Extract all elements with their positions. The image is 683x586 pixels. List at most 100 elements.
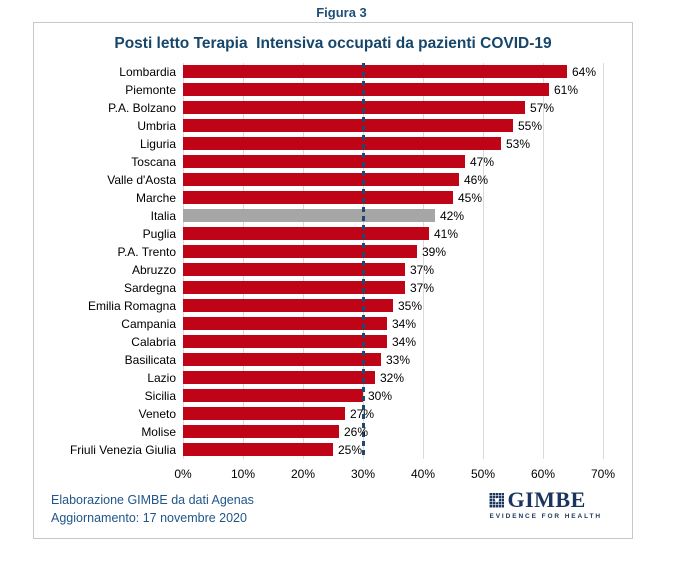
bar-row: Basilicata 33% (125, 351, 603, 369)
value-label: 55% (518, 119, 543, 133)
bar-row: Sardegna 37% (124, 279, 603, 297)
x-tick-label: 30% (350, 467, 376, 481)
bar-row: Sicilia 30% (145, 387, 603, 405)
bar-row: Piemonte 61% (125, 81, 603, 99)
category-label: Sicilia (144, 389, 176, 403)
bar-row: Molise 26% (141, 423, 603, 441)
bar (183, 263, 405, 276)
bar-row: P.A. Trento 39% (118, 243, 603, 261)
category-label: Abruzzo (131, 263, 176, 277)
x-tick-label: 20% (290, 467, 316, 481)
x-tick-label: 40% (410, 467, 436, 481)
x-tick-label: 60% (530, 467, 556, 481)
category-label: Valle d'Aosta (107, 173, 176, 187)
bar (183, 137, 501, 150)
bar-row: Toscana 47% (131, 153, 603, 171)
bar (183, 353, 381, 366)
source-line: Elaborazione GIMBE da dati Agenas (51, 493, 254, 507)
category-label: Calabria (131, 335, 176, 349)
bar-row: Italia 42% (151, 207, 603, 225)
value-label: 32% (380, 371, 405, 385)
bar (183, 101, 525, 114)
x-tick-label: 70% (590, 467, 616, 481)
value-label: 35% (398, 299, 423, 313)
category-label: Sardegna (123, 281, 176, 295)
gridline (183, 63, 184, 459)
bar (183, 443, 333, 456)
bar-row: Marche 45% (136, 189, 603, 207)
value-label: 33% (386, 353, 411, 367)
figure-label: Figura 3 (316, 5, 367, 20)
gridline (483, 63, 484, 459)
category-label: Molise (141, 425, 176, 439)
value-label: 61% (554, 83, 579, 97)
bar (183, 281, 405, 294)
bar (183, 371, 375, 384)
gridline (543, 63, 544, 459)
bar-row: Valle d'Aosta 46% (107, 171, 603, 189)
bar (183, 407, 345, 420)
bar-row: Calabria 34% (131, 333, 603, 351)
bar-row: Emilia Romagna 35% (88, 297, 603, 315)
bar (183, 155, 465, 168)
bar (183, 425, 339, 438)
bar-row: Lazio 32% (147, 369, 603, 387)
bar (183, 227, 429, 240)
gridline (303, 63, 304, 459)
category-label: Campania (121, 317, 176, 331)
bar (183, 389, 363, 402)
bar-row: Liguria 53% (140, 135, 603, 153)
category-label: P.A. Trento (117, 245, 176, 259)
chart-title: Posti letto Terapia Intensiva occupati d… (114, 35, 552, 52)
value-label: 27% (350, 407, 375, 421)
value-label: 37% (410, 281, 435, 295)
plot-area: Lombardia 64% Piemonte 61% P.A. Bolzano 57% Um… (70, 63, 615, 481)
bar (183, 245, 417, 258)
bar-row: Umbria 55% (137, 117, 603, 135)
bar-row: Campania 34% (121, 315, 603, 333)
category-label: Lazio (147, 371, 176, 385)
category-label: Umbria (137, 119, 176, 133)
bar (183, 299, 393, 312)
x-tick-label: 50% (470, 467, 496, 481)
category-label: Veneto (138, 407, 176, 421)
bar (183, 119, 513, 132)
gimbe-logo: ♥ GIMBE EVIDENCE FOR HEALTH (489, 489, 602, 520)
gridline (243, 63, 244, 459)
category-label: Lombardia (119, 65, 176, 79)
value-label: 39% (422, 245, 447, 259)
value-label: 53% (506, 137, 531, 151)
value-label: 25% (338, 443, 363, 457)
bar-row: Puglia 41% (143, 225, 603, 243)
category-label: Puglia (142, 227, 176, 241)
bar-highlight (183, 209, 435, 222)
bar-row: Abruzzo 37% (132, 261, 603, 279)
logo-tagline: EVIDENCE FOR HEALTH (489, 513, 602, 520)
x-tick-label: 10% (230, 467, 256, 481)
value-label: 46% (464, 173, 489, 187)
logo-name: GIMBE (507, 487, 586, 512)
value-label: 45% (458, 191, 483, 205)
category-label: P.A. Bolzano (108, 101, 176, 115)
bar (183, 335, 387, 348)
heart-icon: ♥ (494, 494, 500, 505)
value-label: 47% (470, 155, 495, 169)
bar (183, 65, 567, 78)
value-label: 30% (368, 389, 393, 403)
reference-line-30pct (361, 63, 365, 459)
value-label: 57% (530, 101, 555, 115)
bar-row: P.A. Bolzano 57% (108, 99, 603, 117)
bar (183, 173, 459, 186)
value-label: 42% (440, 209, 465, 223)
update-line: Aggiornamento: 17 novembre 2020 (51, 511, 247, 525)
category-label: Emilia Romagna (87, 299, 176, 313)
category-label: Marche (135, 191, 176, 205)
value-label: 41% (434, 227, 459, 241)
value-label: 64% (572, 65, 597, 79)
category-label: Liguria (139, 137, 176, 151)
category-label: Piemonte (125, 83, 176, 97)
bar-row: Friuli Venezia Giulia 25% (70, 441, 603, 459)
bar (183, 191, 453, 204)
gridline (423, 63, 424, 459)
bar (183, 317, 387, 330)
